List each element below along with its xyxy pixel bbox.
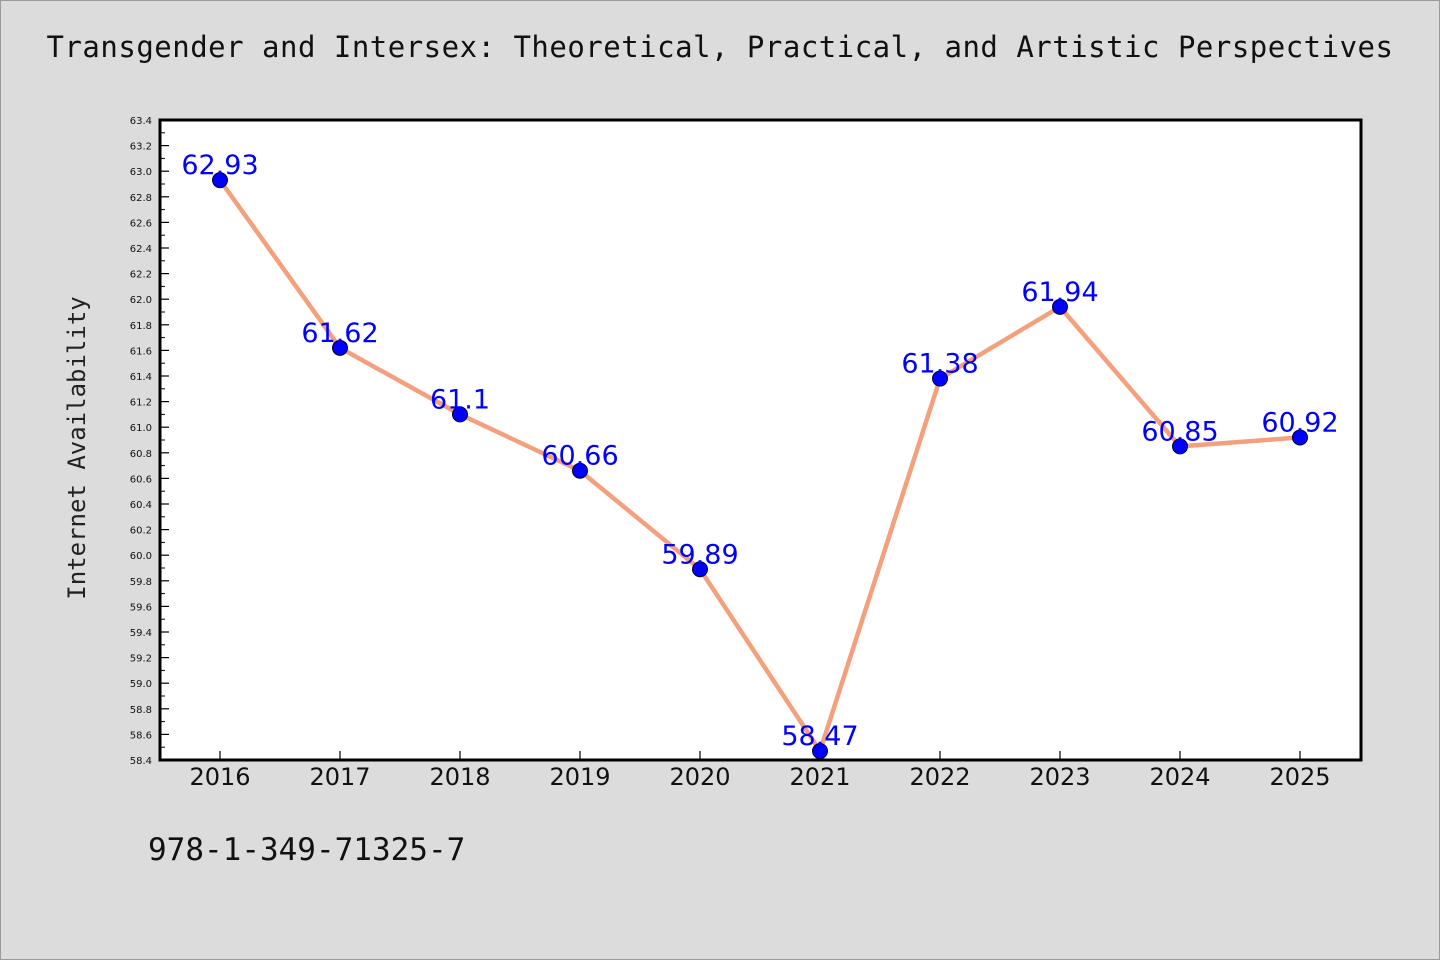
y-tick-label: 60.4 (130, 500, 152, 511)
y-tick-label: 63.2 (130, 142, 152, 153)
y-tick-label: 59.4 (130, 628, 152, 639)
data-point-marker (1292, 429, 1308, 446)
data-point-marker (932, 370, 948, 387)
data-point-marker (1052, 298, 1068, 315)
y-tick-label: 60.6 (130, 474, 152, 485)
data-value-label: 60.92 (1261, 407, 1338, 438)
y-tick-label: 62.6 (130, 218, 152, 229)
y-tick-label: 63.4 (130, 116, 152, 127)
data-point-marker (812, 743, 828, 760)
y-tick-label: 59.0 (130, 679, 152, 690)
x-tick-label: 2023 (1029, 763, 1090, 791)
y-tick-label: 59.8 (130, 577, 152, 588)
data-value-label: 58.47 (781, 721, 858, 752)
y-tick-label: 62.4 (130, 244, 152, 255)
y-tick-label: 60.8 (130, 449, 152, 460)
y-tick-label: 61.6 (130, 346, 152, 357)
data-point-marker (452, 406, 468, 423)
series-line (217, 177, 1303, 754)
data-point-marker (332, 339, 348, 356)
y-tick-label: 60.0 (130, 551, 152, 562)
y-tick-label: 61.4 (130, 372, 152, 383)
x-tick-label: 2022 (909, 763, 970, 791)
y-tick-label: 61.0 (130, 423, 152, 434)
data-value-label: 61.1 (430, 384, 490, 415)
isbn-text: 978-1-349-71325-7 (148, 832, 466, 868)
y-tick-label: 58.4 (130, 756, 152, 767)
y-tick-label: 58.6 (130, 730, 152, 741)
data-value-label: 61.38 (901, 349, 978, 380)
data-value-label: 60.66 (541, 441, 618, 472)
y-tick-label: 63.0 (130, 167, 152, 178)
x-axis-ticks: 2016 2017 2018 2019 2020 2021 2022 2023 2024 2025 (189, 751, 1331, 791)
data-point-marker (212, 172, 228, 189)
x-tick-label: 2019 (549, 763, 610, 791)
y-tick-label: 58.8 (130, 705, 152, 716)
y-tick-label: 62.8 (130, 193, 152, 204)
y-tick-label: 61.8 (130, 321, 152, 332)
data-labels-group: 62.93 61.62 61.1 60.66 59.89 58.47 61.38 61.94 6… (181, 150, 1338, 752)
data-point-marker (692, 561, 708, 578)
y-axis-label: Internet Availability (63, 296, 91, 599)
x-tick-label: 2021 (789, 763, 850, 791)
series-line-group (212, 172, 1308, 760)
y-tick-label: 60.2 (130, 526, 152, 537)
x-tick-label: 2017 (309, 763, 370, 791)
data-value-label: 61.62 (301, 318, 378, 349)
chart-title: Transgender and Intersex: Theoretical, P… (46, 30, 1394, 64)
data-value-label: 61.94 (1021, 277, 1098, 308)
x-tick-label: 2020 (669, 763, 730, 791)
data-value-label: 60.85 (1141, 416, 1218, 447)
y-tick-label: 62.0 (130, 295, 152, 306)
x-tick-label: 2016 (189, 763, 250, 791)
data-value-label: 62.93 (181, 150, 258, 181)
data-point-marker (1172, 438, 1188, 455)
data-point-marker (572, 462, 588, 479)
y-tick-label: 62.2 (130, 270, 152, 281)
y-axis-ticks: 58.4 58.6 58.8 59.0 59.2 59.4 59.6 59.8 60.0 60.2… (130, 116, 169, 767)
y-tick-label: 59.6 (130, 602, 152, 613)
plot-area (158, 118, 1363, 762)
y-tick-label: 59.2 (130, 654, 152, 665)
data-value-label: 59.89 (661, 539, 738, 570)
x-tick-label: 2018 (429, 763, 490, 791)
x-tick-label: 2024 (1149, 763, 1210, 791)
y-tick-label: 61.2 (130, 398, 152, 409)
x-tick-label: 2025 (1269, 763, 1330, 791)
